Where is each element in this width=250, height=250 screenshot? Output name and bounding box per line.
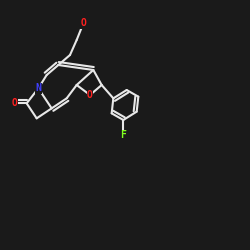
Text: O: O [80,18,86,28]
Text: O: O [87,90,93,100]
Text: O: O [12,98,18,108]
Text: N: N [36,83,41,93]
Text: F: F [120,130,126,140]
